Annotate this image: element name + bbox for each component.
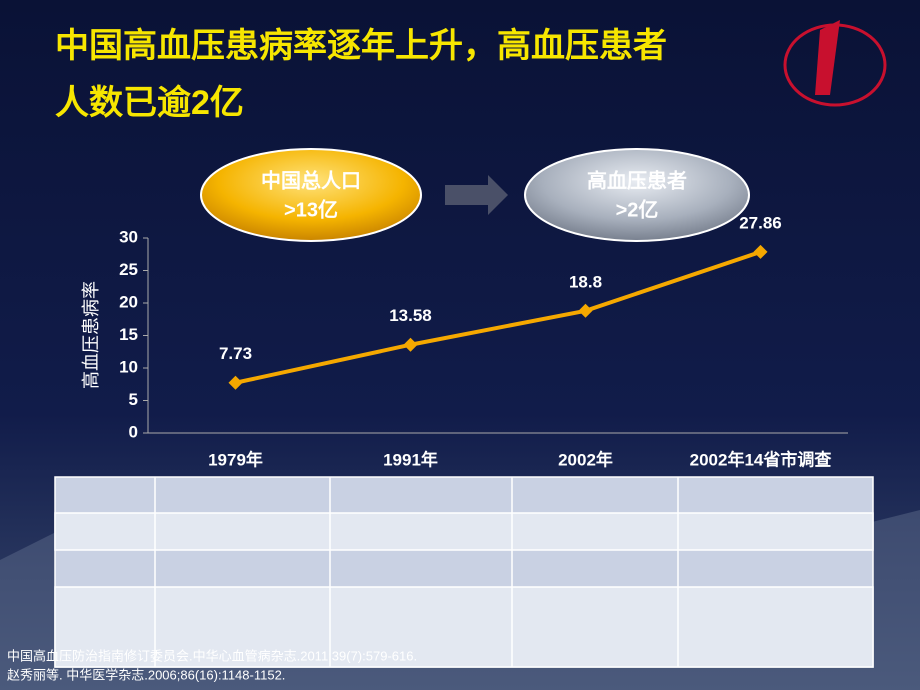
y-tick-label: 20	[119, 292, 138, 311]
y-tick-label: 15	[119, 325, 138, 344]
point	[753, 244, 768, 259]
x-tick-label: 1979年	[208, 449, 263, 469]
bubble-text: >2亿	[616, 197, 659, 221]
title: 中国高血压患病率逐年上升，高血压患者	[55, 27, 667, 65]
data-label: 27.86	[739, 213, 782, 232]
point	[578, 303, 593, 318]
bubble	[200, 148, 422, 242]
x-tick-label: 2002年	[558, 449, 613, 469]
bubble	[524, 148, 750, 242]
data-label: 18.8	[569, 272, 602, 291]
reference: 中国高血压防治指南修订委员会.中华心血管病杂志.2011;39(7):579-6…	[7, 648, 417, 663]
y-tick-label: 5	[129, 390, 138, 409]
bubble-text: 中国总人口	[261, 168, 361, 192]
bubble-text: 高血压患者	[587, 168, 687, 192]
y-tick-label: 10	[119, 357, 138, 376]
y-tick-label: 30	[119, 227, 138, 246]
point	[403, 337, 418, 352]
data-label: 7.73	[219, 344, 252, 363]
x-tick-label: 1991年	[383, 449, 438, 469]
bubble-text: >13亿	[284, 197, 338, 221]
y-axis-label: 高血压患病率	[81, 281, 101, 389]
y-tick-label: 0	[129, 422, 138, 441]
y-tick-label: 25	[119, 260, 138, 279]
reference: 赵秀丽等. 中华医学杂志.2006;86(16):1148-1152.	[7, 667, 285, 682]
point	[228, 375, 243, 390]
table	[54, 476, 874, 668]
data-label: 13.58	[389, 306, 432, 325]
logo	[783, 20, 887, 107]
arrow	[445, 175, 508, 215]
title: 人数已逾2亿	[55, 84, 244, 122]
x-tick-label: 2002年14省市调查	[690, 449, 833, 469]
line	[235, 250, 762, 385]
